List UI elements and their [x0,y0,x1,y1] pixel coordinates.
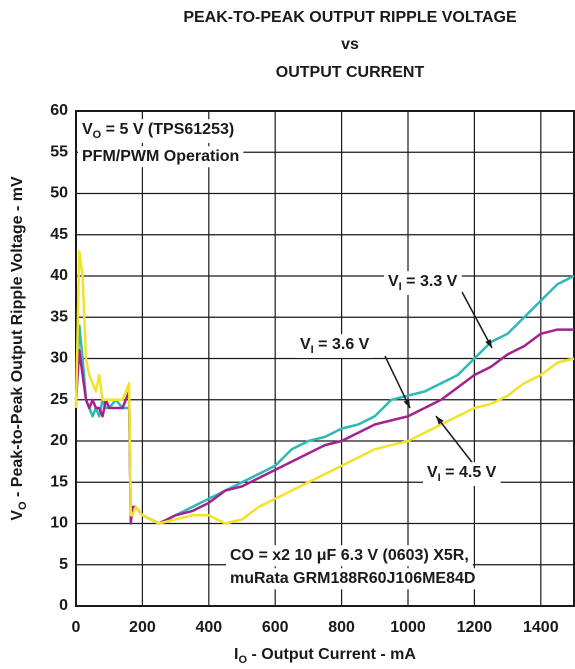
y-tick-label: 60 [50,102,68,119]
legend-label-main: V [427,464,438,481]
x-axis-label-sub: O [239,654,248,666]
y-tick-label: 5 [59,556,68,573]
x-tick-label: 0 [72,619,81,636]
x-tick-label: 1400 [523,619,559,636]
legend-label-main: V [388,273,399,290]
y-tick-label: 35 [50,308,68,325]
legend-label-sub: I [399,281,402,293]
x-axis-label-main: I [234,646,238,663]
chart-title: vs [341,36,359,53]
legend-label-box [296,334,374,358]
x-tick-label: 200 [129,619,156,636]
legend-label-rest: = 3.3 V [402,273,458,290]
annotation-box [78,146,244,168]
arrow-line [461,291,493,349]
legend-label-box [423,462,501,486]
y-tick-label: 15 [50,473,68,490]
legend-label-sub: I [438,472,441,484]
annotation: muRata GRM188R60J106ME84D [230,570,475,587]
y-tick-label: 10 [50,515,68,532]
annotation-main: PFM/PWM Operation [82,148,239,165]
annotation-box [226,545,473,567]
annotation-sub: O [93,129,102,141]
legend-label-rest: = 4.5 V [441,464,497,481]
y-tick-label: 55 [50,143,68,160]
arrow-head [436,416,444,425]
chart-title: OUTPUT CURRENT [276,64,425,81]
legend-label-box [384,271,462,295]
x-tick-label: 800 [328,619,355,636]
annotation-main: muRata GRM188R60J106ME84D [230,570,475,587]
legend-label-rest: = 3.6 V [314,336,370,353]
series-line [74,274,575,525]
annotation-box [226,568,480,590]
y-tick-label: 45 [50,226,68,243]
legend-label: VI = 4.5 V [427,464,497,484]
x-tick-label: 1200 [457,619,493,636]
annotation-main: V [82,121,93,138]
annotation: VO = 5 V (TPS61253) [82,121,234,141]
x-tick-label: 600 [262,619,289,636]
x-tick-label: 400 [195,619,222,636]
y-axis-label-sub: O [17,501,29,510]
chart-title: PEAK-TO-PEAK OUTPUT RIPPLE VOLTAGE [183,9,517,26]
y-axis-label-main: V [9,510,26,521]
arrow-head [403,399,410,408]
arrow-head [485,339,492,348]
y-axis-label: VO - Peak-to-Peak Output Ripple Voltage … [9,176,29,521]
arrow-line [384,355,411,409]
series-line [74,328,574,525]
y-tick-label: 0 [59,597,68,614]
legend-label: VI = 3.6 V [300,336,370,356]
legend-label: VI = 3.3 V [388,273,458,293]
series-line [74,250,575,525]
legend-label-main: V [300,336,311,353]
x-tick-label: 1000 [390,619,426,636]
y-tick-label: 50 [50,185,68,202]
legend-label-sub: I [311,344,314,356]
x-axis-label-rest: - Output Current - mA [247,646,416,663]
y-tick-label: 20 [50,432,68,449]
x-axis-label: IO - Output Current - mA [234,646,416,666]
annotation-box [78,119,239,143]
annotation: CO = x2 10 μF 6.3 V (0603) X5R, [230,547,469,564]
y-tick-label: 25 [50,391,68,408]
y-tick-label: 40 [50,267,68,284]
y-axis-label-rest: - Peak-to-Peak Output Ripple Voltage - m… [9,176,26,501]
arrow-line [435,415,479,471]
annotation-main: CO = x2 10 μF 6.3 V (0603) X5R, [230,547,469,564]
y-tick-label: 30 [50,350,68,367]
annotation: PFM/PWM Operation [82,148,239,165]
annotation-rest: = 5 V (TPS61253) [101,121,234,138]
